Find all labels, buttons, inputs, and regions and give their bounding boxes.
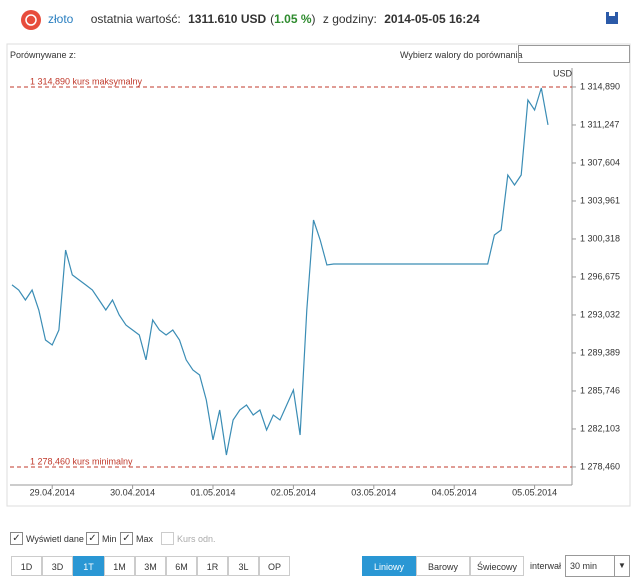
price: 1311.610 USD [188,12,267,26]
compare-input[interactable] [518,45,630,63]
x-tick-label: 01.05.2014 [190,487,235,497]
style-button[interactable]: Świecowy [470,556,524,576]
x-tick-label: 03.05.2014 [351,487,396,497]
label: ostatnia wartość: [90,12,181,26]
checkbox-box[interactable] [161,532,174,545]
checkbox-box[interactable]: ✓ [10,532,23,545]
paren: ( [270,12,275,26]
checkbox[interactable]: ✓ Min [86,532,117,545]
time: 2014-05-05 16:24 [384,12,480,26]
x-tick-label: 05.05.2014 [512,487,557,497]
checkbox[interactable]: Kurs odn. [161,532,216,545]
checkbox[interactable]: ✓ Max [120,532,153,545]
save-icon[interactable] [606,12,618,24]
range-button[interactable]: 6M [166,556,197,576]
style-button[interactable]: Barowy [416,556,470,576]
y-tick-label: 1 289,389 [580,347,620,357]
interval-value: 30 min [570,561,598,571]
checkbox-label: Max [136,533,154,544]
y-tick-label: 1 307,604 [580,157,620,167]
reference-label: 1 314,890 kurs maksymalny [30,76,143,86]
instrument[interactable]: złoto [48,12,74,26]
y-tick-label: 1 303,961 [580,195,620,205]
compare-picker-label: Wybierz walory do porównania [400,50,523,60]
compare-label: Porównywane z: [10,50,77,60]
y-tick-label: 1 293,032 [580,309,620,319]
header: złoto ostatnia wartość: 1311.610 USD (1.0… [48,12,484,26]
checkbox[interactable]: ✓ Wyświetl dane [10,532,84,545]
range-button[interactable]: 3D [42,556,73,576]
checkbox-label: Min [102,533,117,544]
range-button[interactable]: 1M [104,556,135,576]
dropdown-arrow: ▼ [614,556,629,576]
y-tick-label: 1 285,746 [580,385,620,395]
checkbox-box[interactable]: ✓ [120,532,133,545]
reference-label: 1 278,460 kurs minimalny [30,456,133,466]
checkbox-label: Wyświetl dane [26,533,84,544]
range-button[interactable]: 1T [73,556,104,576]
checkbox-box[interactable]: ✓ [86,532,99,545]
range-button[interactable]: 1R [197,556,228,576]
y-tick-label: 1 296,675 [580,271,620,281]
range-button[interactable]: OP [259,556,290,576]
price-line [11,87,549,456]
label: z godziny: [322,12,377,26]
x-tick-label: 02.05.2014 [271,487,316,497]
logo [21,10,41,30]
y-tick-label: 1 314,890 [580,81,620,91]
y-tick-label: 1 278,460 [580,461,620,471]
change: 1.05 % [274,12,312,26]
style-button[interactable]: Liniowy [362,556,416,576]
y-tick-label: 1 282,103 [580,423,620,433]
range-button[interactable]: 3L [228,556,259,576]
x-tick-label: 04.05.2014 [432,487,477,497]
y-unit: USD [553,68,573,78]
chart-frame [6,43,631,507]
range-button[interactable]: 1D [11,556,42,576]
interval-label: interwał [530,561,562,571]
y-tick-label: 1 311,247 [580,119,619,129]
interval-select[interactable]: 30 min ▼ [565,555,630,577]
checkbox-label: Kurs odn. [177,533,216,544]
range-button[interactable]: 3M [135,556,166,576]
x-tick-label: 29.04.2014 [30,487,75,497]
x-tick-label: 30.04.2014 [110,487,155,497]
paren: ) [311,12,316,26]
y-tick-label: 1 300,318 [580,233,620,243]
